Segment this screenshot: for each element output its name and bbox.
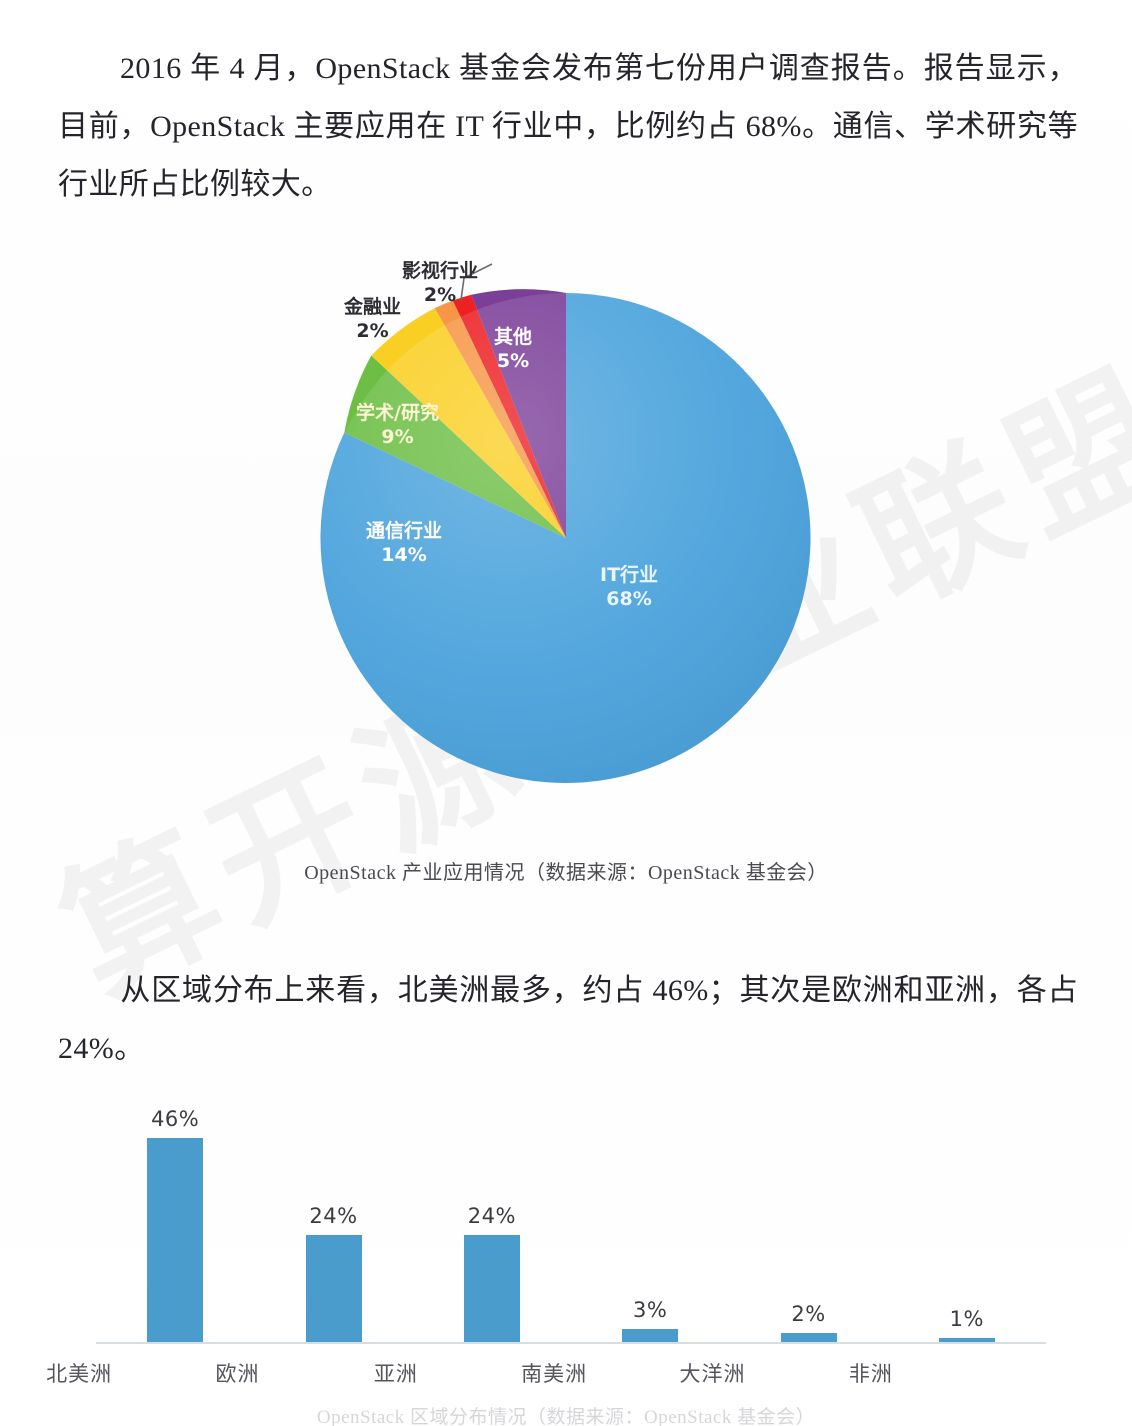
bar-value-label: 24%: [467, 1204, 516, 1229]
pie-label-academic: 学术/研究 9%: [356, 402, 439, 450]
bar-value-label: 3%: [632, 1297, 668, 1322]
pie-chart-svg: [320, 263, 811, 783]
paragraph-intro: 2016 年 4 月，OpenStack 基金会发布第七份用户调查报告。报告显示…: [58, 40, 1078, 214]
pie-label-other-pct: 5%: [496, 349, 530, 372]
bar-value-label: 24%: [309, 1204, 358, 1229]
bar-rect: [305, 1235, 362, 1342]
bar-column: 3%: [622, 1080, 679, 1342]
pie-label-it-pct: 68%: [606, 587, 652, 610]
bar-column: 1%: [938, 1080, 995, 1342]
pie-label-finance: 金融业 2%: [344, 296, 401, 344]
pie-chart-caption: OpenStack 产业应用情况（数据来源：OpenStack 基金会）: [304, 862, 828, 884]
bar-column: 46%: [147, 1080, 204, 1342]
paragraph-intro-text: 2016 年 4 月，OpenStack 基金会发布第七份用户调查报告。报告显示…: [58, 52, 1078, 201]
pie-chart-figure: 其他 5% 影视行业 2% 金融业 2% 学术/研究 9% 通信行业 14% I…: [0, 238, 1132, 898]
bar-category-label: 南美洲: [521, 1362, 588, 1386]
bar-value-label: 46%: [151, 1106, 200, 1131]
pie-label-other-name: 其他: [494, 326, 533, 348]
pie-label-academic-name: 学术/研究: [356, 402, 439, 424]
bar-rect: [938, 1337, 995, 1342]
pie-label-communication-pct: 14%: [381, 543, 427, 566]
pie-label-communication-name: 通信行业: [366, 520, 443, 542]
pie-label-it: IT行业 68%: [600, 564, 658, 612]
bar-column: 24%: [305, 1080, 362, 1342]
pie-label-academic-pct: 9%: [381, 425, 414, 448]
bar-chart-caption: OpenStack 区域分布情况（数据来源：OpenStack 基金会）: [316, 1407, 816, 1426]
bar-category-label: 亚洲: [373, 1362, 418, 1386]
bar-column: 2%: [780, 1080, 837, 1342]
pie-render: [320, 289, 811, 783]
bar-chart-axis: [96, 1342, 1046, 1344]
pie-label-media: 影视行业 2%: [402, 260, 478, 308]
pie-label-it-name: IT行业: [600, 564, 659, 586]
pie-label-other: 其他 5%: [494, 326, 532, 374]
bar-column: 24%: [463, 1080, 520, 1342]
bar-chart-figure: 46% 24% 24% 3% 2% 1% 北美洲 欧洲 亚洲 南美洲 大洋洲 非洲: [0, 1080, 1132, 1420]
bar-category-label: 非洲: [848, 1362, 893, 1386]
leader-line-media: [460, 263, 493, 301]
bar-rect: [463, 1235, 520, 1342]
bar-value-label: 1%: [949, 1306, 984, 1331]
bar-category-label: 大洋洲: [679, 1362, 746, 1386]
bar-chart-plot: 46% 24% 24% 3% 2% 1%: [96, 1080, 1046, 1342]
bar-category-label: 北美洲: [46, 1362, 113, 1386]
bar-value-label: 2%: [791, 1302, 826, 1327]
pie-label-media-name: 影视行业: [402, 260, 479, 282]
bar-rect: [622, 1328, 679, 1342]
paragraph-region-text: 从区域分布上来看，北美洲最多，约占 46%；其次是欧洲和亚洲，各占 24%。: [58, 974, 1078, 1065]
pie-label-media-pct: 2%: [423, 283, 457, 306]
pie-label-communication: 通信行业 14%: [366, 520, 442, 568]
bar-rect: [780, 1333, 837, 1342]
pie-label-finance-pct: 2%: [356, 319, 389, 342]
paragraph-region: 从区域分布上来看，北美洲最多，约占 46%；其次是欧洲和亚洲，各占 24%。: [58, 962, 1078, 1078]
pie-label-finance-name: 金融业: [344, 296, 402, 318]
bar-rect: [147, 1137, 204, 1342]
bar-category-label: 欧洲: [215, 1362, 260, 1386]
pie-sheen: [321, 293, 811, 783]
